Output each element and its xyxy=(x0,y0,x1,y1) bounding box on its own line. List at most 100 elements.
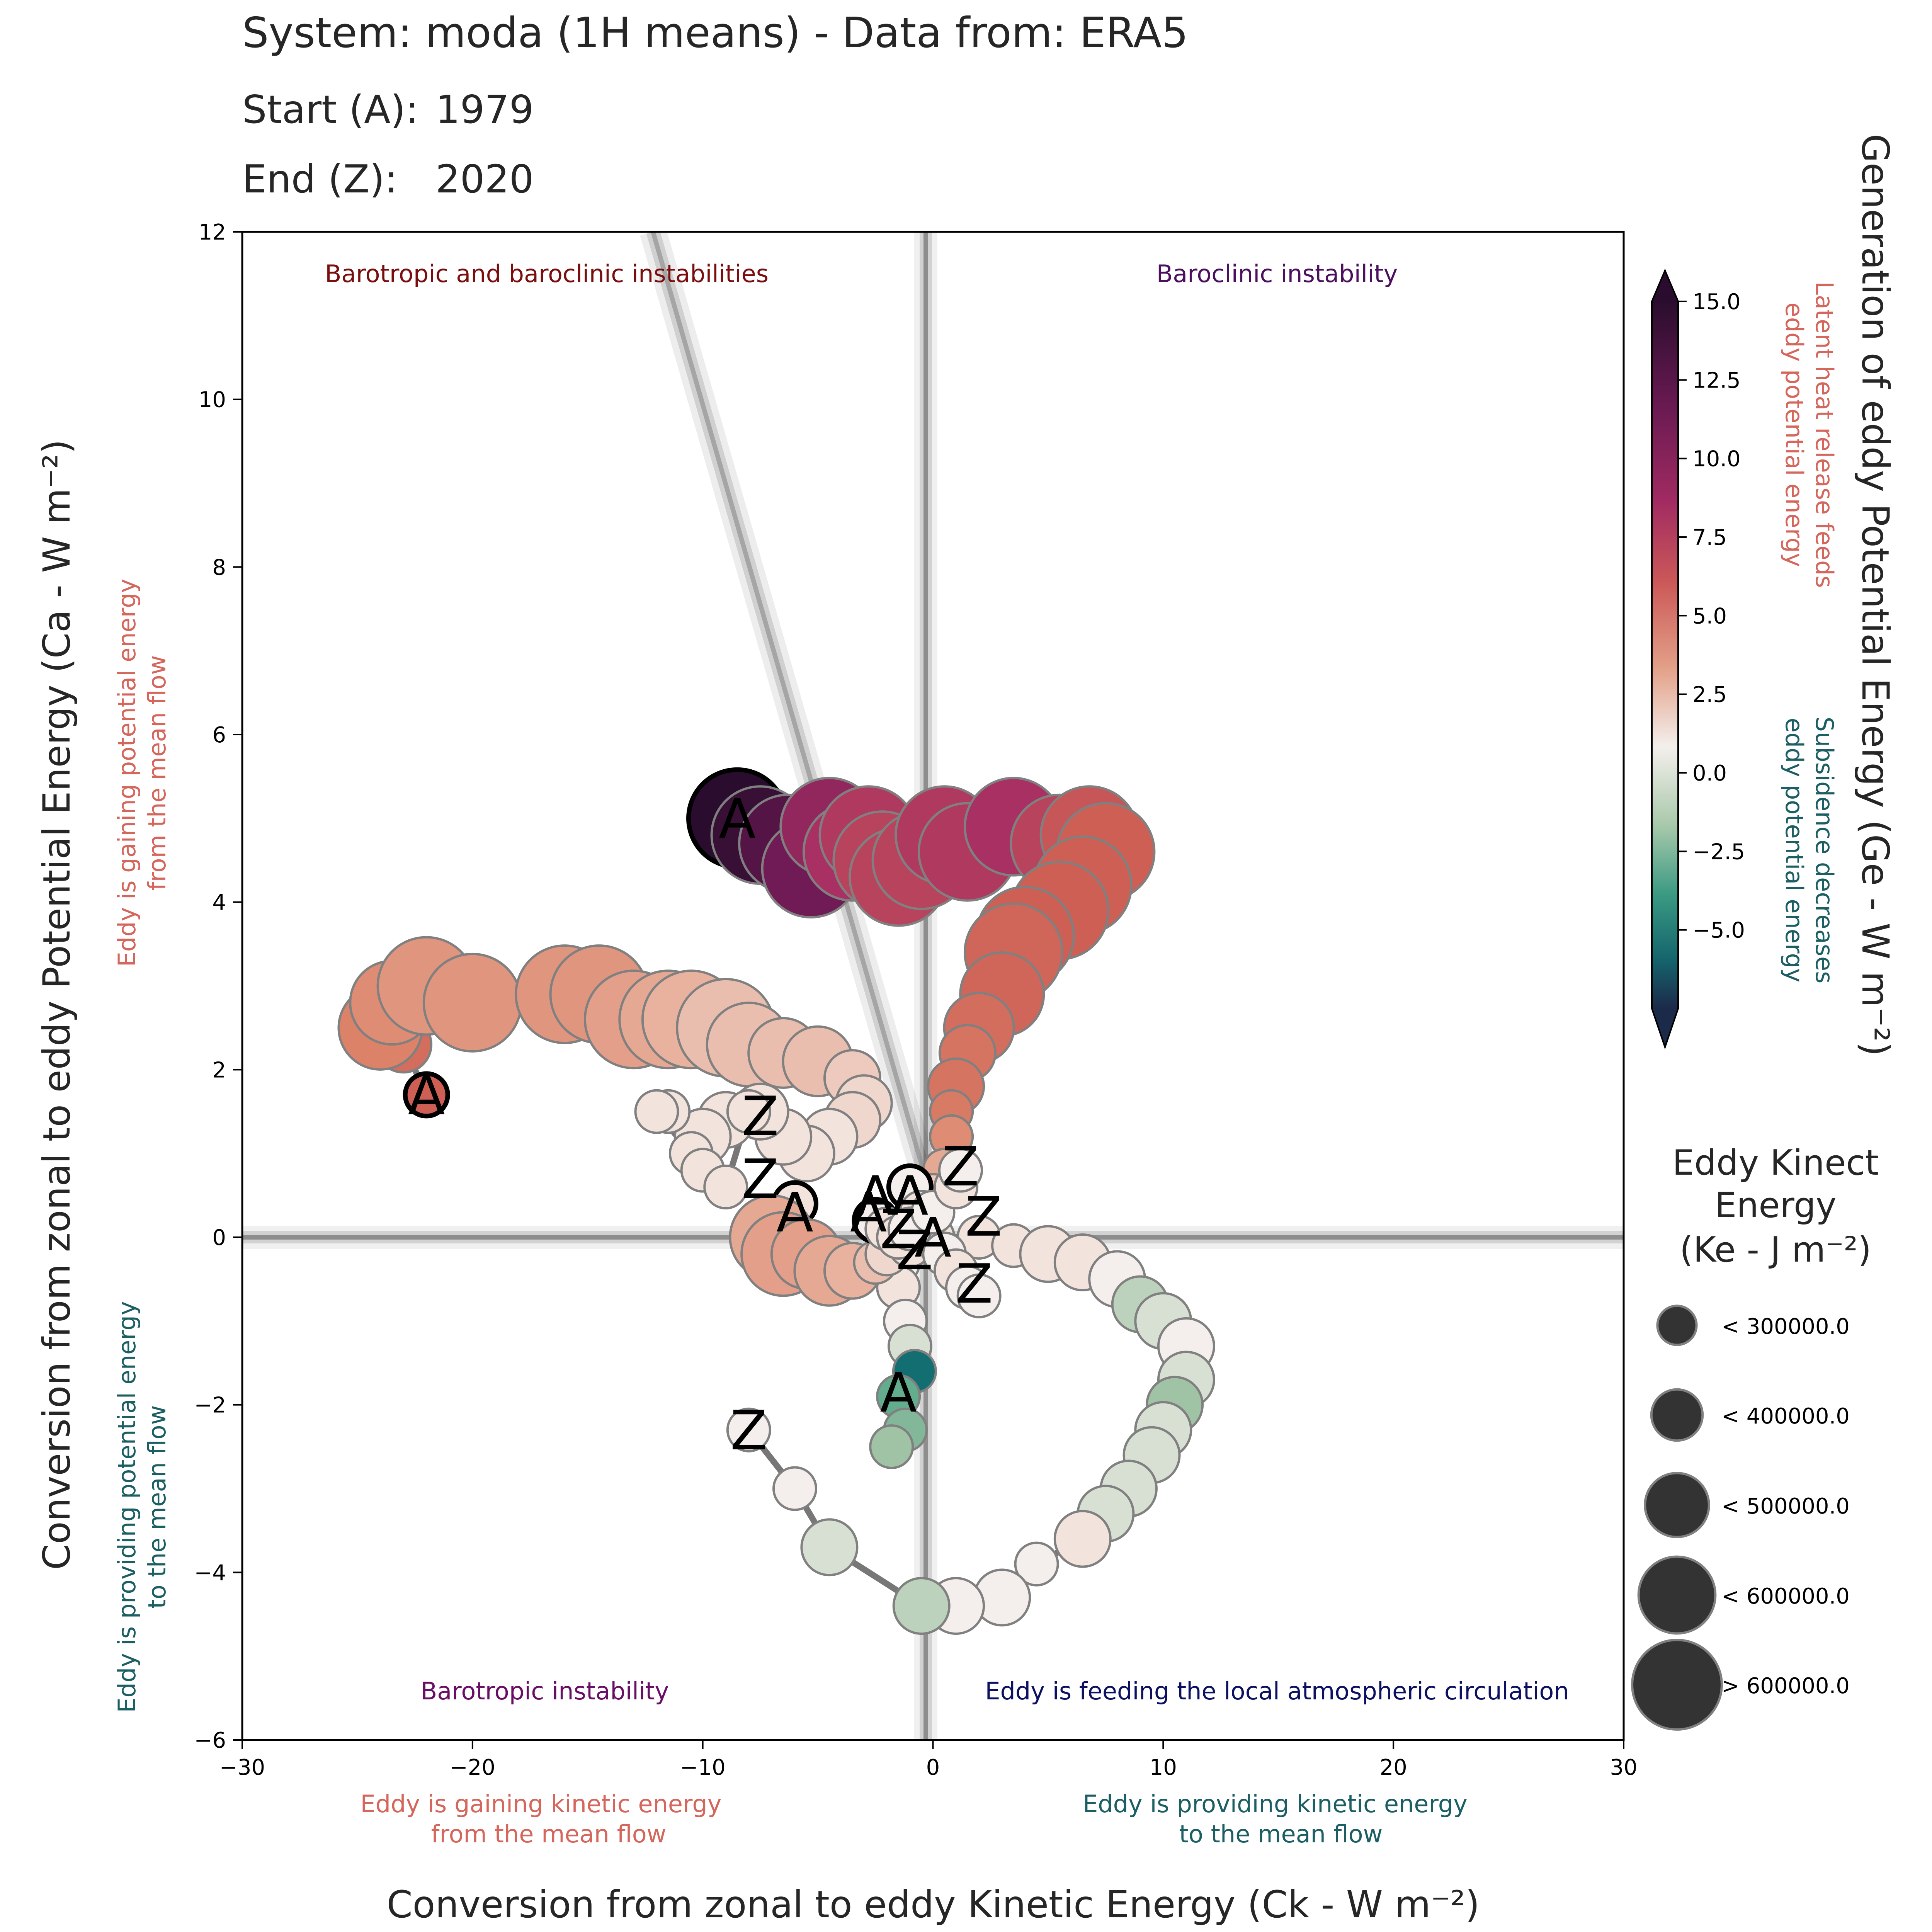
x-tick-label: −10 xyxy=(680,1755,726,1780)
colorbar-tick-label: 5.0 xyxy=(1692,604,1727,629)
y-tick-label: 6 xyxy=(212,723,226,748)
x-tick-label: 10 xyxy=(1150,1755,1177,1780)
end-marker-label: Z xyxy=(742,1148,779,1211)
data-point xyxy=(703,1164,748,1209)
colorbar-tick-label: 2.5 xyxy=(1692,682,1727,707)
series-2 xyxy=(337,936,893,1209)
data-point xyxy=(634,1089,679,1134)
x-tick-label: −30 xyxy=(219,1755,265,1780)
y-tick-label: −6 xyxy=(194,1728,226,1753)
colorbar-tick-label: 10.0 xyxy=(1692,447,1741,472)
start-marker-label: A xyxy=(880,1362,917,1425)
series-5 xyxy=(852,1148,983,1260)
x-tick-label: 20 xyxy=(1380,1755,1407,1780)
y-tick-label: 4 xyxy=(212,890,226,915)
y-tick-label: −4 xyxy=(194,1560,226,1585)
size-legend-label: > 600000.0 xyxy=(1721,1673,1850,1699)
data-point xyxy=(726,1089,771,1134)
size-legend-marker xyxy=(1650,1388,1704,1442)
data-series-layer xyxy=(337,767,1215,1635)
size-legend-marker xyxy=(1637,1555,1717,1635)
y-negative-note: Eddy is providing potential energyto the… xyxy=(113,1301,171,1713)
colorbar-gradient xyxy=(1652,301,1678,1009)
x-negative-note: Eddy is gaining kinetic energy from the m… xyxy=(361,1790,722,1848)
y-tick-label: 8 xyxy=(212,555,226,580)
y-tick-label: 12 xyxy=(199,220,226,245)
quadrant-label-top-right: Baroclinic instability xyxy=(1156,260,1398,288)
data-point xyxy=(892,1577,951,1635)
start-label: Start (A): xyxy=(242,87,418,132)
colorbar-tick-label: 12.5 xyxy=(1692,368,1741,393)
end-marker-label: Z xyxy=(880,1198,917,1261)
y-tick-label: 10 xyxy=(199,388,226,413)
start-marker-label: A xyxy=(408,1064,445,1127)
quadrant-label-bottom-right: Eddy is feeding the local atmospheric ci… xyxy=(985,1677,1569,1705)
end-label: End (Z): xyxy=(242,156,398,202)
y-positive-note: Eddy is gaining potential energyfrom the… xyxy=(113,579,171,967)
end-marker-label: Z xyxy=(956,1253,993,1316)
end-marker-label: Z xyxy=(965,1186,1002,1249)
end-marker-label: Z xyxy=(896,1219,933,1282)
size-legend-label: < 500000.0 xyxy=(1721,1494,1850,1519)
y-axis-label: Conversion from zonal to eddy Potential … xyxy=(35,439,78,1570)
colorbar-ticks: 15.0 12.5 10.0 7.5 5.0 2.5 0.0 −2.5 −5.0 xyxy=(1678,289,1745,943)
colorbar-label: Generation of eddy Potential Energy (Ge … xyxy=(1854,134,1897,1056)
size-legend-label: < 300000.0 xyxy=(1721,1314,1850,1339)
size-legend-label: < 600000.0 xyxy=(1721,1584,1850,1609)
x-positive-note: Eddy is providing kinetic energy to the m… xyxy=(1083,1790,1468,1848)
data-point xyxy=(772,1466,817,1511)
x-axis-label: Conversion from zonal to eddy Kinetic En… xyxy=(387,1883,1480,1926)
x-axis-ticks: −30 −20 −10 0 10 20 30 xyxy=(219,1740,1638,1780)
start-marker-label: A xyxy=(915,1207,952,1270)
end-marker-label: Z xyxy=(942,1136,979,1199)
start-marker-label: A xyxy=(857,1165,894,1228)
colorbar-tick-label: 0.0 xyxy=(1692,761,1727,786)
colorbar-negative-note: Subsidence decreaseseddy potential energ… xyxy=(1780,717,1838,984)
size-legend-marker xyxy=(1656,1304,1698,1346)
colorbar-tick-label: −5.0 xyxy=(1692,918,1745,943)
start-marker-label: A xyxy=(891,1165,929,1228)
start-marker-label: A xyxy=(850,1182,887,1245)
data-point xyxy=(422,952,522,1053)
quadrant-label-top-left: Barotropic and baroclinic instabilities xyxy=(325,260,769,288)
y-axis-ticks: −6 −4 −2 0 2 4 6 8 10 12 xyxy=(194,220,242,1753)
size-legend-label: < 400000.0 xyxy=(1721,1404,1850,1429)
start-value: 1979 xyxy=(435,87,534,132)
size-legend-marker xyxy=(1644,1472,1710,1538)
data-point xyxy=(403,1071,450,1119)
y-tick-label: 0 xyxy=(212,1225,226,1250)
end-value: 2020 xyxy=(435,156,534,202)
colorbar-bottom-extend xyxy=(1652,1009,1678,1047)
chart-header-title: System: moda (1H means) - Data from: ERA… xyxy=(242,9,1188,57)
quadrant-label-bottom-left: Barotropic instability xyxy=(421,1677,669,1705)
start-marker-label: A xyxy=(719,788,756,851)
data-point xyxy=(726,1407,771,1452)
data-point xyxy=(1014,1541,1059,1587)
end-marker-label: Z xyxy=(730,1400,767,1463)
data-point xyxy=(800,1518,859,1577)
data-point xyxy=(1053,1510,1112,1568)
colorbar-tick-label: 7.5 xyxy=(1692,525,1727,550)
colorbar-top-extend xyxy=(1652,270,1678,301)
data-point xyxy=(938,1148,983,1193)
start-marker-label: A xyxy=(776,1182,813,1245)
colorbar: 15.0 12.5 10.0 7.5 5.0 2.5 0.0 −2.5 −5.0 Latent … xyxy=(1651,134,1897,1056)
series-1 xyxy=(686,767,1156,1469)
x-tick-label: 30 xyxy=(1610,1755,1637,1780)
size-legend-marker xyxy=(1631,1639,1723,1731)
data-point xyxy=(956,1273,1002,1318)
x-tick-label: 0 xyxy=(926,1755,940,1780)
colorbar-tick-label: −2.5 xyxy=(1692,839,1745,864)
size-legend-entries: < 300000.0 < 400000.0 < 500000.0 < 600000.0… xyxy=(1631,1304,1850,1731)
colorbar-tick-label: 15.0 xyxy=(1692,289,1741,315)
y-tick-label: 2 xyxy=(212,1058,226,1083)
colorbar-positive-note: Latent heat release feedseddy potential … xyxy=(1780,281,1838,588)
size-legend: Eddy Kinect Energy (Ke - J m⁻²) < 300000.0… xyxy=(1631,1143,1879,1731)
end-marker-label: Z xyxy=(742,1085,779,1148)
data-point xyxy=(869,1424,914,1469)
x-tick-label: −20 xyxy=(450,1755,495,1780)
y-tick-label: −2 xyxy=(194,1393,226,1418)
